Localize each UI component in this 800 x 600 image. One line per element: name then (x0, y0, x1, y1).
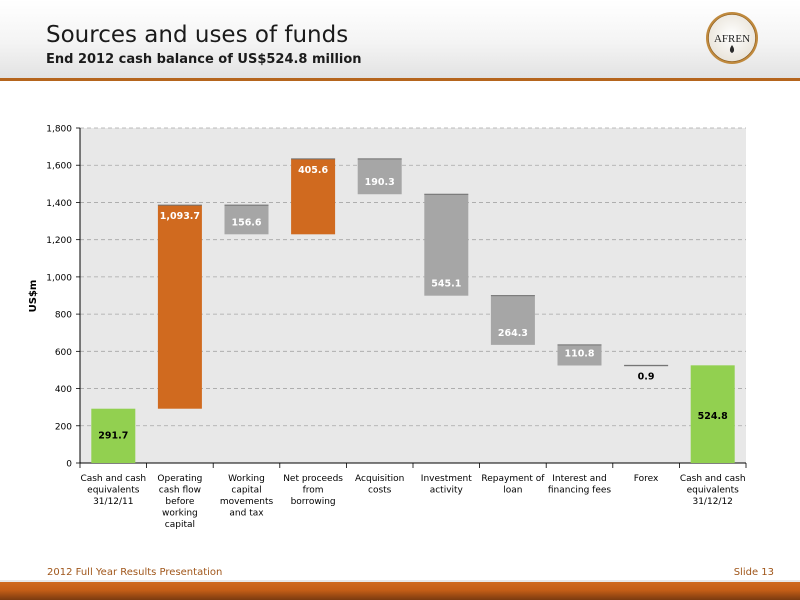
x-category-label-line: activity (430, 486, 464, 496)
footer-presentation-title: 2012 Full Year Results Presentation (47, 567, 223, 578)
x-category-label-line: before (165, 497, 194, 507)
x-category-label-line: Repayment of (481, 474, 545, 484)
data-label: 264.3 (498, 328, 528, 339)
data-label: 291.7 (98, 431, 128, 442)
x-category-label-line: Investment (421, 474, 472, 484)
bar (224, 205, 269, 235)
data-label: 524.8 (698, 411, 728, 422)
data-label: 1,093.7 (160, 211, 200, 222)
x-category-label: Repayment of loan (481, 474, 545, 496)
bar (291, 158, 336, 235)
x-category-label-line: Cash and cash (80, 474, 146, 484)
x-category-label: Net proceeds from borrowing (283, 474, 343, 507)
x-category-label: Working capital movements and tax (220, 474, 274, 519)
y-tick-label: 1,600 (46, 162, 72, 172)
x-category-label: Operating cash flow before working capital (157, 474, 202, 530)
x-category-label-line: costs (368, 486, 392, 496)
logo-text: AFREN (714, 33, 750, 45)
bar (557, 344, 602, 366)
x-category-label-line: cash flow (159, 486, 201, 496)
footer-bar (0, 582, 800, 600)
x-category-label-line: borrowing (291, 497, 336, 507)
bar (91, 408, 136, 463)
bar (690, 365, 735, 463)
footer-divider (0, 580, 800, 582)
y-axis-label: US$m (28, 280, 39, 313)
header-divider (0, 78, 800, 81)
waterfall-chart: US$m 0 200 400 600 800 1,000 1,200 1,400 1,600 1,… (28, 125, 747, 530)
x-category-label-line: Acquisition (355, 474, 404, 484)
y-tick-label: 0 (66, 460, 72, 470)
x-category-label-line: Forex (634, 474, 659, 484)
x-category-label: Interest and financing fees (548, 474, 612, 496)
data-label: 0.9 (638, 371, 655, 382)
y-tick-label: 1,400 (46, 199, 72, 209)
x-category-label-line: equivalents (87, 486, 140, 496)
x-category-label-line: capital (165, 520, 195, 530)
x-category-label: Acquisition costs (355, 474, 404, 496)
x-category-label-line: working (162, 509, 198, 519)
y-tick-label: 1,000 (46, 273, 72, 283)
bar (357, 158, 402, 195)
x-category-label-line: financing fees (548, 486, 612, 496)
bar (157, 205, 202, 409)
y-tick-label: 400 (55, 385, 72, 395)
x-category-label-line: equivalents (687, 486, 740, 496)
slide-title: Sources and uses of funds (46, 22, 349, 48)
footer-slide-number: Slide 13 (733, 567, 774, 578)
data-label: 545.1 (431, 279, 461, 290)
x-category-label-line: Net proceeds (283, 474, 343, 484)
data-label: 405.6 (298, 165, 328, 176)
data-label: 156.6 (231, 217, 261, 228)
slide-header (0, 0, 800, 78)
x-category-label-line: 31/12/11 (93, 497, 133, 507)
x-category-label: Cash and cash equivalents 31/12/12 (680, 474, 746, 507)
x-category-label-line: Cash and cash (680, 474, 746, 484)
x-category-label: Forex (634, 474, 659, 484)
slide-subtitle: End 2012 cash balance of US$524.8 millio… (46, 52, 362, 67)
x-category-label-line: Interest and (552, 474, 606, 484)
oil-drop-icon (729, 45, 735, 53)
x-category-label-line: Working (228, 474, 265, 484)
x-category-label-line: and tax (229, 509, 264, 519)
x-category-label-line: capital (231, 486, 261, 496)
y-tick-label: 1,200 (46, 236, 72, 246)
x-category-label-line: loan (503, 486, 522, 496)
x-category-label-line: movements (220, 497, 274, 507)
logo-ring-inner (708, 14, 756, 62)
afren-logo: AFREN (706, 12, 758, 64)
y-tick-label: 800 (55, 311, 72, 321)
bar (490, 295, 535, 345)
data-label: 190.3 (365, 177, 395, 188)
x-category-label: Cash and cash equivalents 31/12/11 (80, 474, 146, 507)
x-category-label-line: from (303, 486, 324, 496)
x-category-label: Investment activity (421, 474, 472, 496)
y-tick-label: 200 (55, 422, 72, 432)
x-category-label-line: Operating (157, 474, 202, 484)
y-tick-label: 600 (55, 348, 72, 358)
y-tick-label: 1,800 (46, 125, 72, 135)
x-category-label-line: 31/12/12 (692, 497, 732, 507)
data-label: 110.8 (564, 348, 594, 359)
bar (424, 194, 469, 296)
